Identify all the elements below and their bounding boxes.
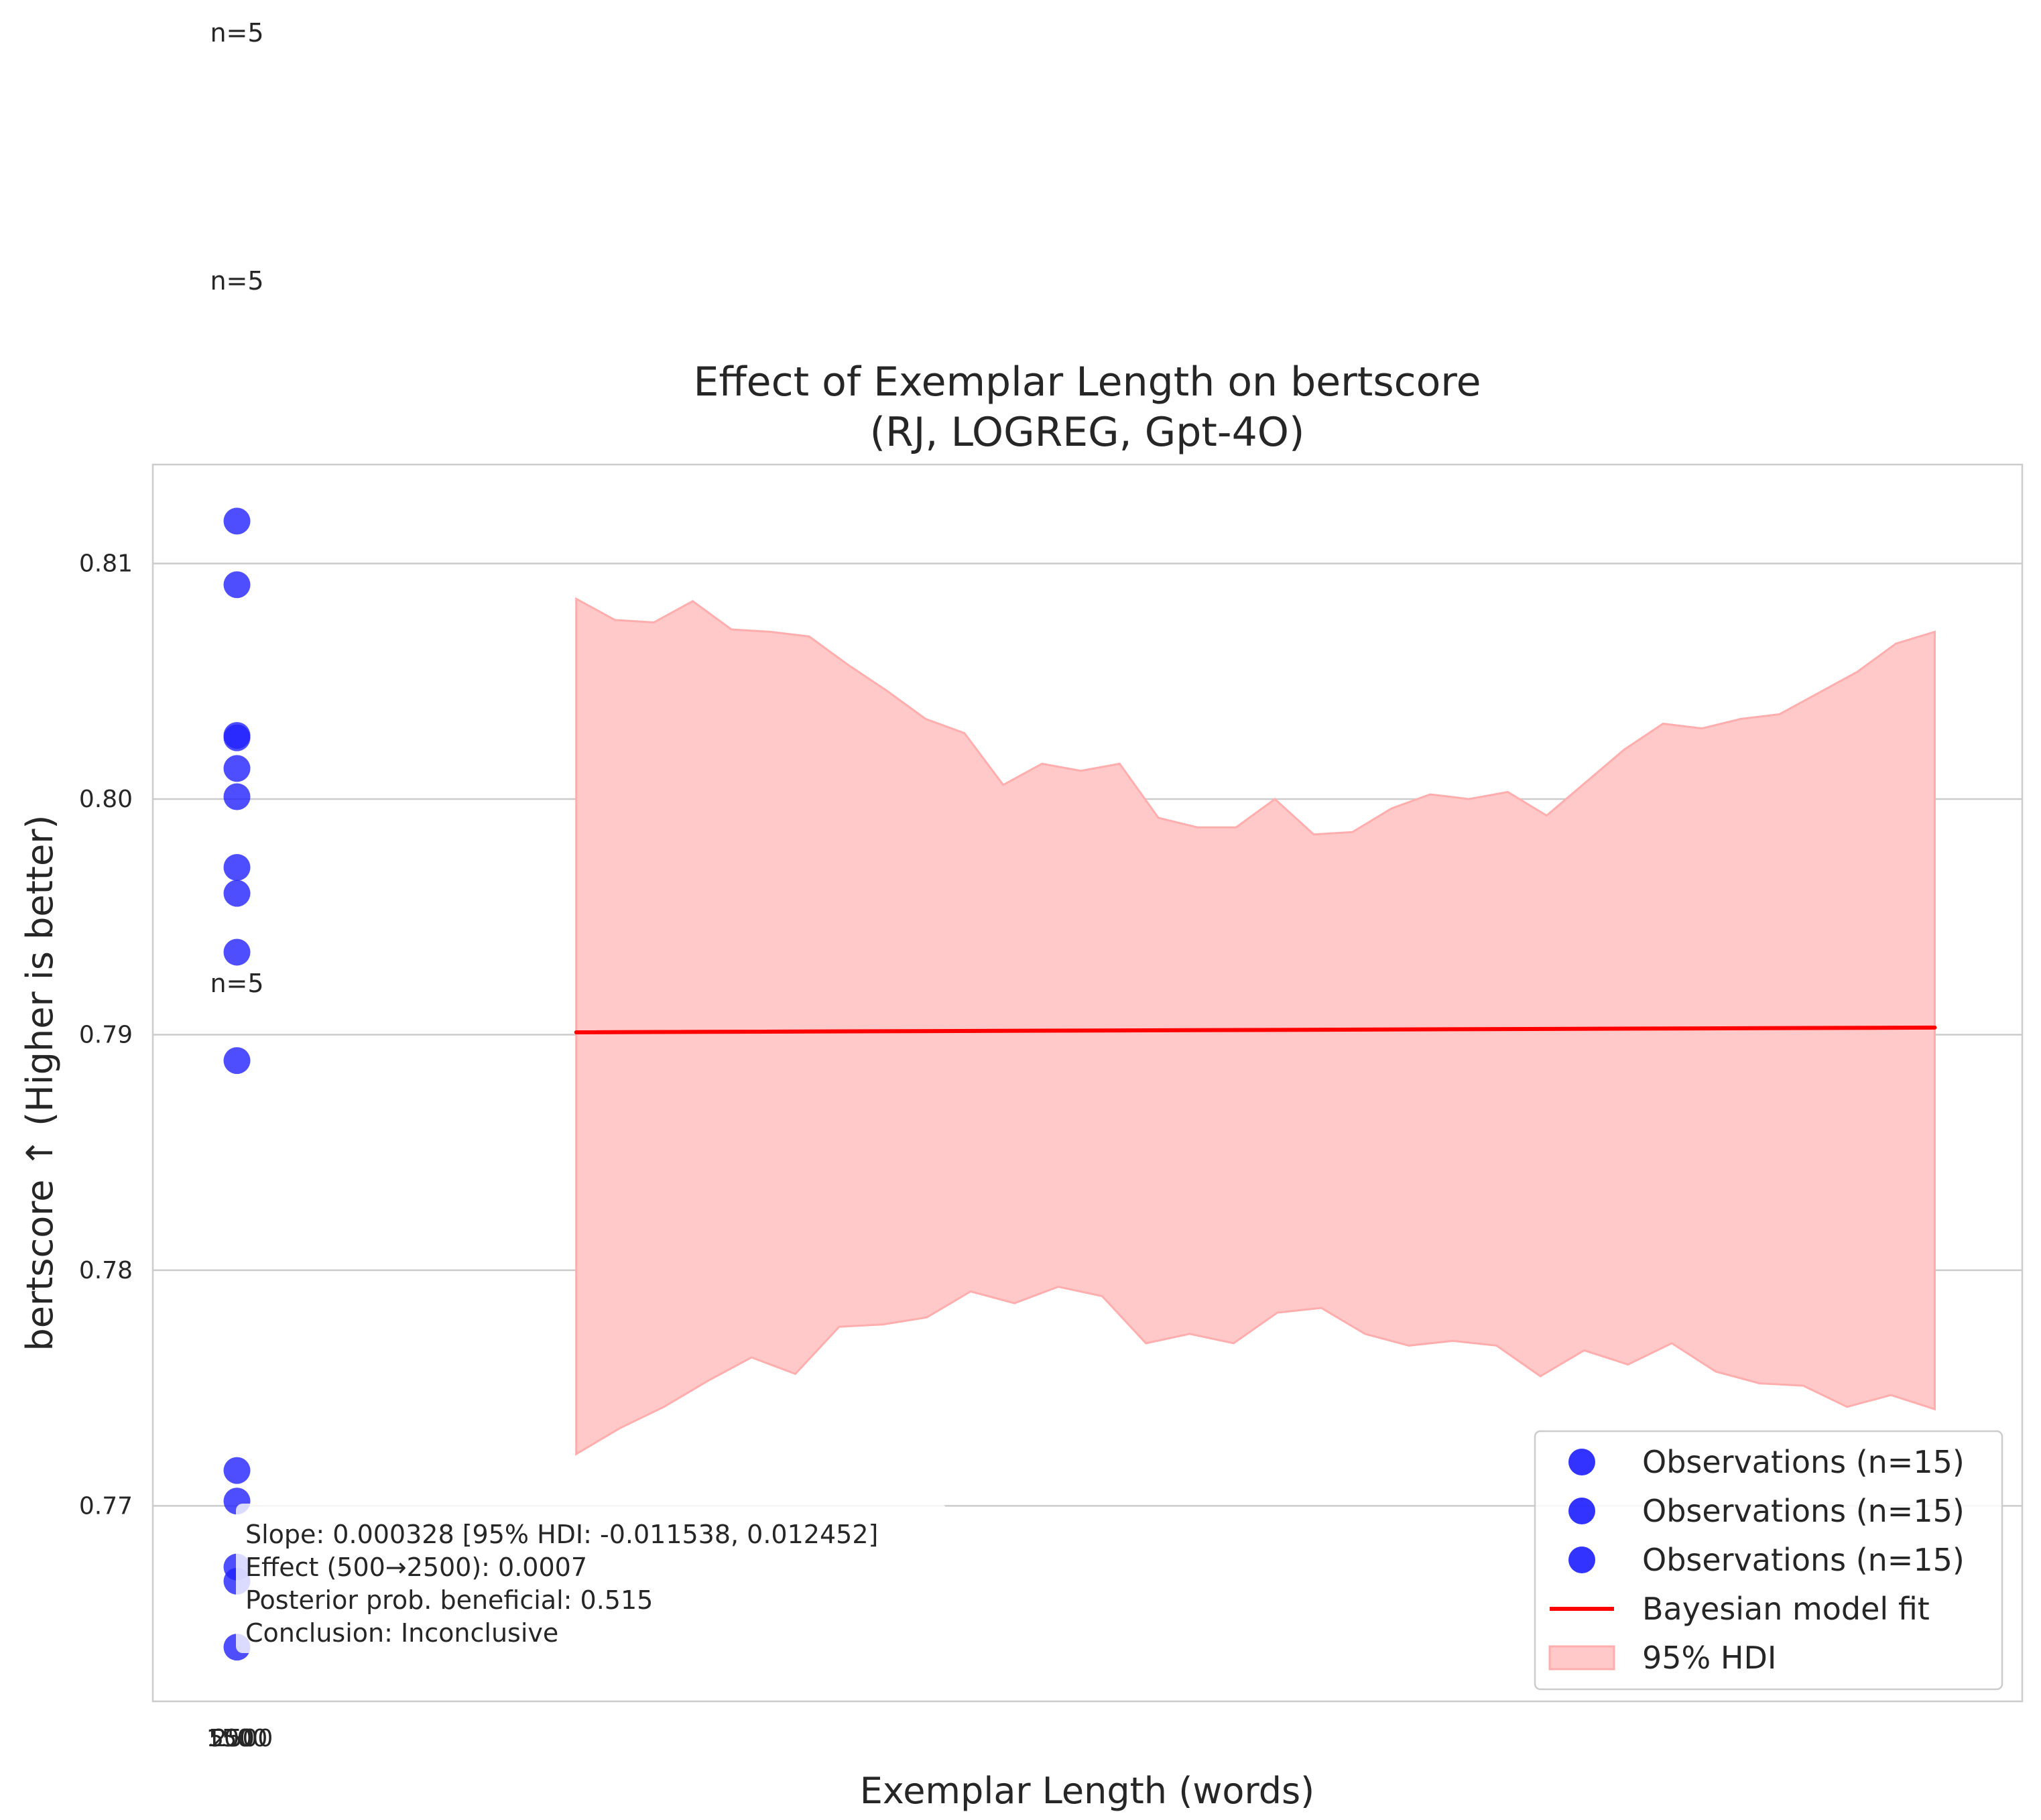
chart-title: Effect of Exemplar Length on bertscore xyxy=(693,359,1481,406)
x-axis-label: Exemplar Length (words) xyxy=(860,1770,1314,1812)
observation-point xyxy=(223,1457,251,1484)
legend-label: Observations (n=15) xyxy=(1642,1542,1965,1578)
y-axis-label: bertscore ↑ (Higher is better) xyxy=(19,815,61,1351)
annotation-line: Effect (500→2500): 0.0007 xyxy=(245,1553,587,1582)
legend-layer: Observations (n=15) Observations (n=15) Ob… xyxy=(1534,1430,2003,1691)
n-label: n=5 xyxy=(210,969,263,998)
legend-marker-patch xyxy=(1548,1645,1615,1671)
plot-frame xyxy=(151,463,2024,1703)
annotation-line: Posterior prob. beneficial: 0.515 xyxy=(245,1585,653,1615)
observation-point xyxy=(223,507,251,535)
legend-label: Observations (n=15) xyxy=(1642,1444,1965,1480)
observation-point xyxy=(223,879,251,907)
fit-line xyxy=(574,1025,1937,1034)
text-layer: 0.77 0.78 0.79 0.80 0.81 n=5 n=5 n=5 Effect of E… xyxy=(19,18,1481,1812)
annotation-line: Slope: 0.000328 [95% HDI: -0.011538, 0.0… xyxy=(245,1520,878,1549)
points-layer xyxy=(223,507,251,1661)
y-tick-label: 0.78 xyxy=(79,1257,133,1284)
x-tick-overlap: 2500.0 xyxy=(198,1725,282,1752)
chart-subtitle: (RJ, LOGREG, Gpt-4O) xyxy=(870,409,1305,456)
legend-label: Bayesian model fit xyxy=(1642,1591,1930,1627)
observation-point xyxy=(223,938,251,966)
y-tick-label: 0.77 xyxy=(79,1492,133,1520)
observation-point xyxy=(223,783,251,810)
hdi-band xyxy=(575,597,1936,1456)
y-tick-label: 0.81 xyxy=(79,550,133,578)
observation-point xyxy=(223,755,251,782)
observation-point xyxy=(223,724,251,751)
observation-point xyxy=(223,853,251,881)
y-tick-label: 0.80 xyxy=(79,786,133,813)
x-tick-label: 1500 xyxy=(206,1725,268,1752)
legend-marker-dot xyxy=(1568,1498,1595,1524)
hdi-layer xyxy=(575,597,1936,1456)
observation-point xyxy=(223,1047,251,1075)
observation-point xyxy=(223,571,251,599)
legend-box xyxy=(1534,1430,2003,1691)
n-label: n=5 xyxy=(210,18,263,48)
x-tick-label: 500 xyxy=(208,1725,255,1752)
legend-label: Observations (n=15) xyxy=(1642,1493,1965,1529)
fit-layer xyxy=(574,1025,1937,1034)
legend-label: 95% HDI xyxy=(1642,1640,1776,1676)
x-tick-label: 2500 xyxy=(212,1725,273,1752)
n-label: n=5 xyxy=(210,266,263,296)
y-tick-label: 0.79 xyxy=(79,1021,133,1048)
annotation-box xyxy=(236,1504,946,1653)
annotation-layer: Slope: 0.000328 [95% HDI: -0.011538, 0.0… xyxy=(236,1504,946,1653)
legend-marker-dot xyxy=(1568,1449,1595,1475)
legend-marker-dot xyxy=(1568,1546,1595,1573)
annotation-line: Conclusion: Inconclusive xyxy=(245,1618,558,1648)
